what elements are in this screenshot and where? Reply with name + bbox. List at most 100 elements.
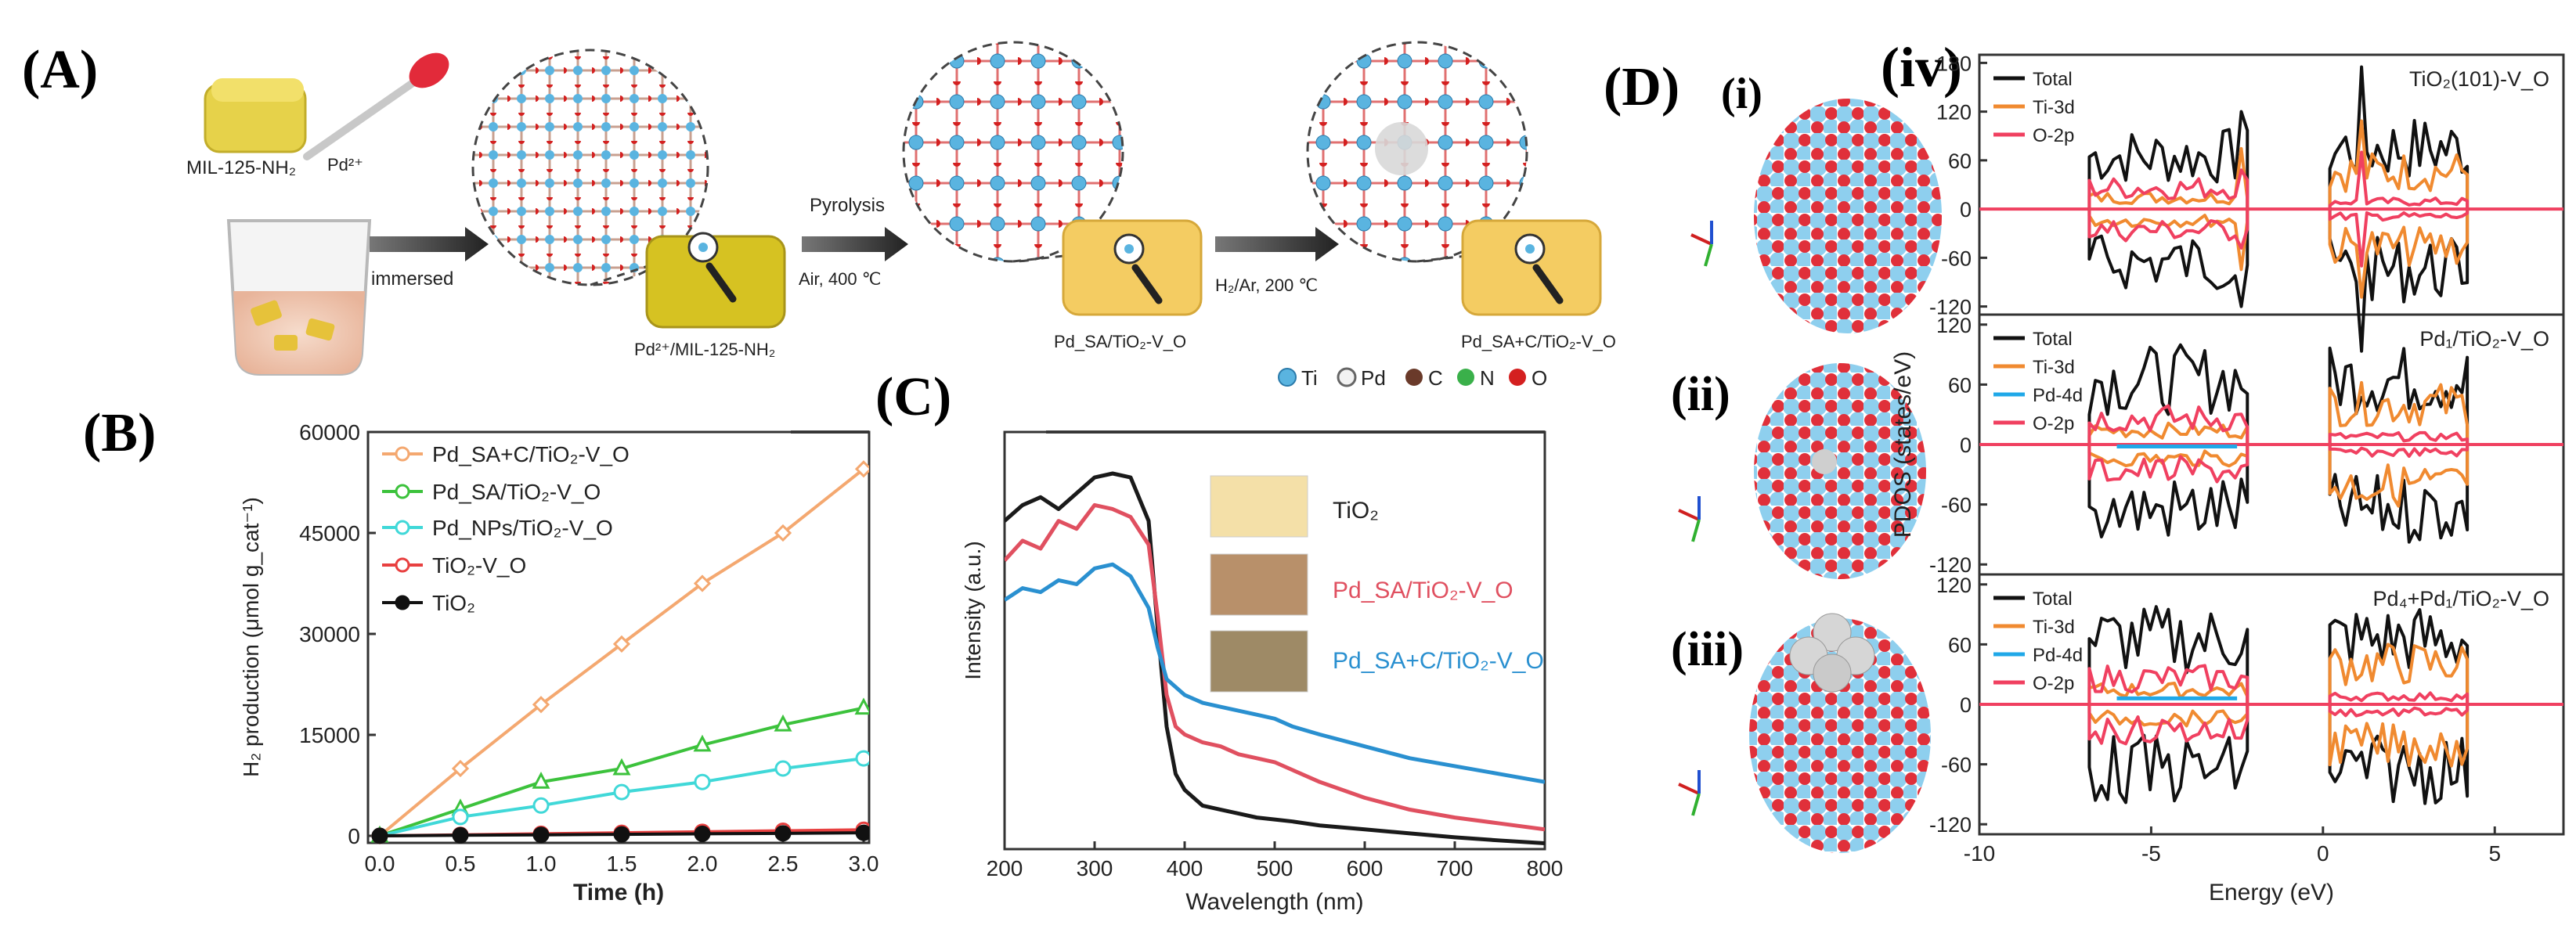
pdos-curve-o-2p [2328, 691, 2470, 704]
chart-c-xtick: 300 [1077, 856, 1113, 880]
legend-o: O [1532, 366, 1547, 390]
pdos-ytick: -60 [1941, 494, 1972, 517]
chart-b-point [854, 697, 869, 715]
arrow-immersed [370, 227, 489, 261]
pdos-curve-total [2087, 605, 2249, 704]
step1-label: immersed [371, 268, 453, 290]
pdos-curve-ti-3d [2328, 643, 2470, 704]
pdos-curve-o-2p [2328, 430, 2470, 445]
pdos-legend-label: Pd-4d [2033, 645, 2083, 666]
chart-b-point [612, 758, 631, 776]
arrow-h2ar [1215, 227, 1339, 261]
pdos-curve-ti-3d [2328, 209, 2470, 299]
chart-b-point [693, 574, 712, 592]
pipette-icon [303, 52, 449, 160]
pdos-curve-ti-3d [2087, 146, 2249, 210]
chart-b-series [370, 460, 869, 845]
pdos-curve-total [2328, 65, 2470, 210]
mof-label: MIL-125-NH₂ [186, 157, 296, 178]
zoom-circle-1 [471, 49, 709, 286]
atom-legend: Ti Pd C N O [1278, 366, 1547, 390]
pdsa-photo [1210, 553, 1308, 616]
chart-c-xtick: 600 [1347, 856, 1384, 880]
axis-triad-i [1690, 221, 1713, 267]
pdos-curve-ti-3d [2328, 445, 2470, 508]
chart-b-xtick: 2.0 [687, 851, 718, 876]
pdos-ytick: 120 [1936, 314, 1972, 337]
legend-n-dot [1457, 369, 1474, 386]
chart-b-xtick: 1.5 [607, 851, 637, 876]
panel-c-label: (C) [875, 367, 951, 427]
legend-n: N [1480, 366, 1495, 390]
chart-b-point [774, 825, 792, 842]
chart-b-point [693, 734, 712, 752]
chart-b-ytick: 60000 [299, 420, 360, 445]
panel-d-label: (D) [1604, 57, 1679, 117]
pdos-curve-ti-3d [2087, 421, 2249, 445]
pdos-xtick: 5 [2488, 841, 2501, 866]
pdos-ytick: 60 [1948, 373, 1972, 397]
pdos-curve-o-2p [2328, 209, 2470, 268]
chart-b-legend-marker [395, 557, 410, 573]
chart-c-xtick: 800 [1527, 856, 1564, 880]
chart-b-ylabel: H₂ production (μmol g_cat⁻¹) [239, 497, 263, 777]
panel-d-ii-label: (ii) [1671, 368, 1730, 421]
panel-c: (C) 200 300 400 500 600 700 800 Wavelength (nm… [875, 367, 1563, 915]
tio2-photo [1210, 475, 1308, 538]
step2-bottom-label: Air, 400 ℃ [799, 269, 881, 289]
panel-b-label: (B) [83, 403, 156, 463]
pdos-ytick: -120 [1929, 553, 1972, 577]
chart-b-point [612, 635, 631, 653]
pdos-content: 180 120 60 0 -60 -120 Total Ti-3d O-2p TiO₂(101)-… [1929, 52, 2563, 866]
chart-b-xtick: 3.0 [849, 851, 879, 876]
chart-b-xtick: 2.5 [768, 851, 799, 876]
panel-b: (B) 0.0 0.5 1.0 1.5 2.0 2.5 3.0 0 15000 30000 4500… [83, 403, 879, 905]
chart-b-xtick: 1.0 [526, 851, 557, 876]
pdos-curve-total [2087, 445, 2249, 538]
structure-iii [1749, 618, 1931, 853]
pd-cluster-iii [1789, 613, 1875, 693]
pdos-ytick: -120 [1929, 813, 1972, 837]
pdos-legend-label: O-2p [2033, 673, 2074, 694]
pdos-legend-label: Total [2033, 329, 2073, 350]
pd-mof-cube [645, 232, 786, 329]
pdos-curve-ti-3d [2087, 209, 2249, 272]
pdos-ytick: 0 [1960, 693, 1972, 717]
legend-pd-dot [1337, 367, 1357, 387]
pdos-ytick: 60 [1948, 149, 1972, 173]
pdos-curve-ti-3d [2087, 445, 2249, 468]
pdos-curve-total [2328, 445, 2470, 544]
chart-c-line-1 [1005, 502, 1545, 832]
chart-b-ytick: 15000 [299, 723, 360, 747]
chart-b-legend-marker [395, 595, 410, 610]
pd-ion-label: Pd²⁺ [327, 155, 363, 175]
pdsac-photo [1210, 630, 1308, 693]
chart-b-point [855, 750, 869, 767]
product1-label: Pd²⁺/MIL-125-NH₂ [634, 340, 775, 359]
pdos-curve-o-2p [2087, 168, 2249, 210]
pdos-frame-i [1978, 53, 2565, 316]
pdos-legend-label: Ti-3d [2033, 617, 2075, 638]
chart-b-xlabel: Time (h) [573, 880, 664, 905]
chart-b-ytick: 0 [348, 824, 360, 848]
chart-b-legend-label: TiO₂-V_O [432, 553, 526, 578]
arrow-pyrolysis [802, 227, 908, 261]
chart-b-point [613, 826, 630, 843]
pdos-legend-label: Ti-3d [2033, 357, 2075, 378]
pdos-legend-label: Total [2033, 589, 2073, 610]
chart-b-point [532, 696, 550, 714]
pdos-ytick: -60 [1941, 247, 1972, 270]
pdos-curve-o-2p [2328, 704, 2470, 718]
pdos-curve-ti-3d [2328, 380, 2470, 445]
chart-b-point [532, 771, 550, 789]
pdos-curve-total [2087, 343, 2249, 445]
chart-c-xtick: 400 [1167, 856, 1203, 880]
pd-atom-ii [1812, 449, 1837, 474]
product3-label: Pd_SA+C/TiO₂-V_O [1461, 332, 1616, 351]
structure-ii [1754, 363, 1926, 579]
chart-b-legend: Pd_SA+C/TiO₂-V_O Pd_SA/TiO₂-V_O Pd_NPs/TiO… [382, 442, 630, 615]
pdos-ytick: 0 [1960, 434, 1972, 457]
pdos-title: Pd₄+Pd₁/TiO₂-V_O [2373, 587, 2549, 610]
pdos-curve-o-2p [2087, 664, 2249, 704]
